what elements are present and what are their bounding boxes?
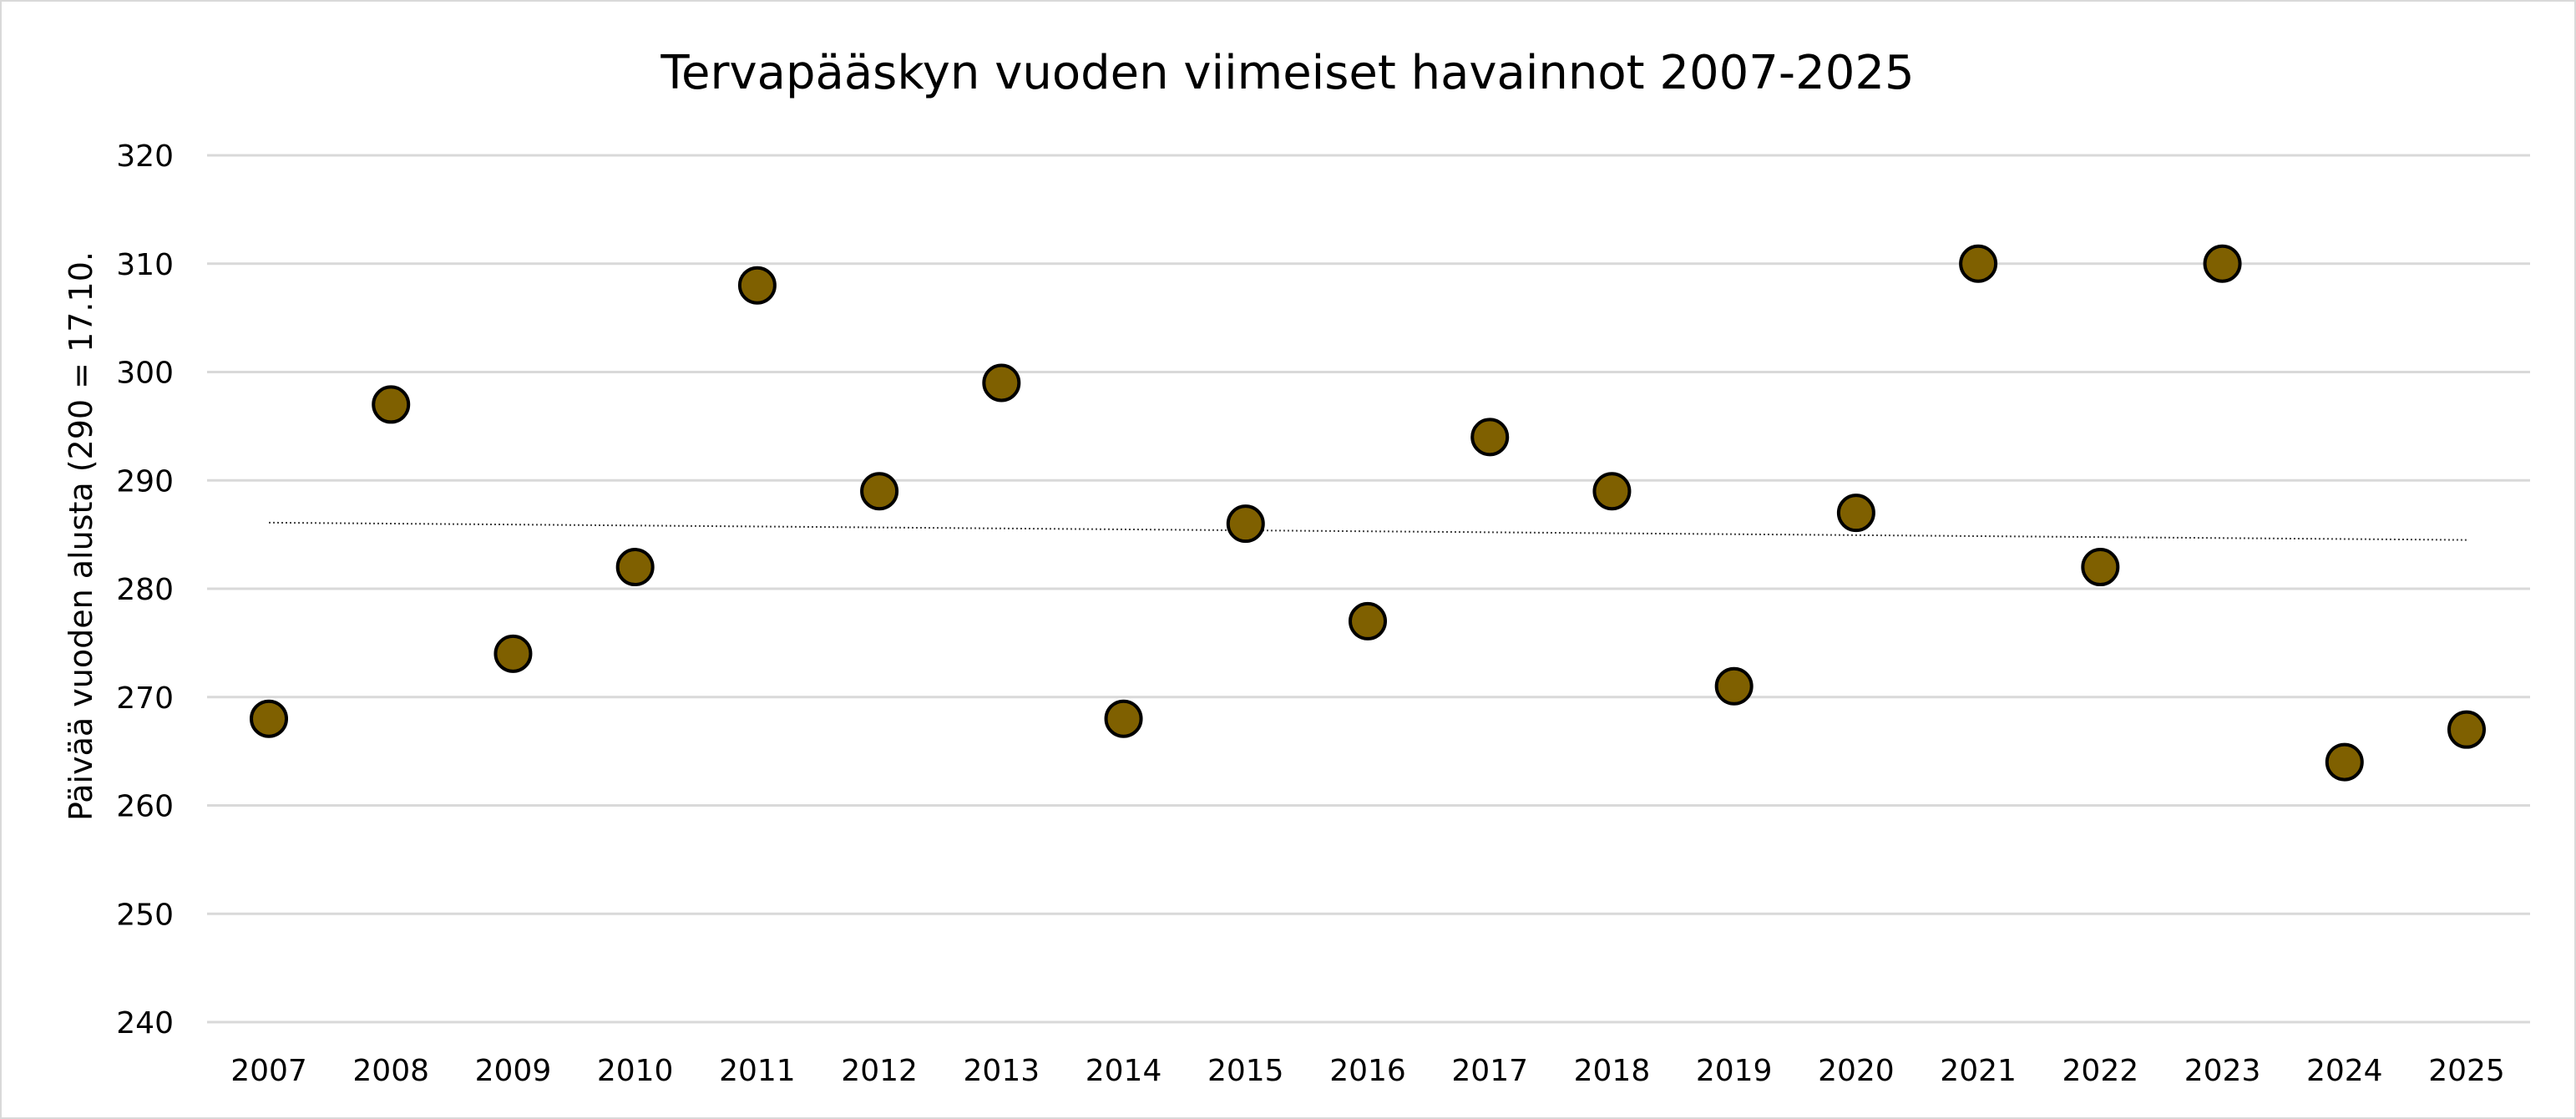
data-point <box>1226 504 1265 544</box>
data-point <box>860 472 899 511</box>
data-point <box>250 699 288 738</box>
y-axis-tick-labels: 240 250 260 270 280 290 300 310 320 <box>116 139 174 1041</box>
data-point <box>1470 418 1510 457</box>
chart-title: Tervapääskyn vuoden viimeiset havainnot … <box>660 46 1914 100</box>
gridlines <box>207 154 2530 1024</box>
x-tick-label: 2021 <box>1940 1054 2017 1088</box>
x-tick-label: 2015 <box>1207 1054 1284 1088</box>
data-point <box>1592 472 1632 511</box>
x-tick-label: 2018 <box>1574 1054 1651 1088</box>
trendline-layer <box>268 521 2467 541</box>
x-tick-label: 2017 <box>1451 1054 1528 1088</box>
data-point <box>2325 742 2364 782</box>
data-point <box>2081 548 2120 587</box>
y-tick-label: 280 <box>116 573 174 607</box>
data-point <box>982 363 1021 403</box>
x-tick-label: 2008 <box>352 1054 429 1088</box>
x-tick-label: 2012 <box>841 1054 918 1088</box>
y-tick-label: 290 <box>116 464 174 499</box>
x-tick-label: 2025 <box>2428 1054 2505 1088</box>
y-tick-label: 270 <box>116 681 174 716</box>
data-point <box>1959 244 1998 283</box>
x-tick-label: 2010 <box>597 1054 674 1088</box>
x-tick-label: 2011 <box>719 1054 796 1088</box>
data-point <box>372 385 411 424</box>
x-tick-label: 2007 <box>230 1054 307 1088</box>
data-point <box>1836 494 1875 533</box>
y-tick-label: 320 <box>116 139 174 174</box>
data-point <box>2203 244 2242 283</box>
data-point <box>1349 601 1387 641</box>
y-axis-title: Päivää vuoden alusta (290 = 17.10. <box>63 251 99 821</box>
x-tick-label: 2014 <box>1086 1054 1162 1088</box>
y-tick-label: 310 <box>116 248 174 282</box>
trendline <box>268 521 2467 541</box>
x-axis-tick-labels: 2007 2008 2009 2010 2011 2012 2013 2014 2015 2016… <box>230 1054 2505 1088</box>
x-tick-label: 2009 <box>475 1054 552 1088</box>
y-tick-label: 240 <box>116 1006 174 1041</box>
data-point <box>2447 710 2486 749</box>
y-tick-label: 300 <box>116 357 174 391</box>
data-point <box>737 266 777 305</box>
x-tick-label: 2019 <box>1696 1054 1773 1088</box>
x-tick-label: 2016 <box>1329 1054 1406 1088</box>
x-tick-label: 2013 <box>964 1054 1040 1088</box>
y-tick-label: 250 <box>116 898 174 932</box>
data-points <box>250 244 2486 782</box>
data-point <box>1104 699 1143 738</box>
y-tick-label: 260 <box>116 790 174 824</box>
data-point <box>1714 666 1754 706</box>
x-tick-label: 2022 <box>2062 1054 2139 1088</box>
x-tick-label: 2024 <box>2306 1054 2383 1088</box>
data-point <box>493 634 533 673</box>
x-tick-label: 2023 <box>2184 1054 2261 1088</box>
x-tick-label: 2020 <box>1818 1054 1895 1088</box>
data-point <box>615 548 655 587</box>
